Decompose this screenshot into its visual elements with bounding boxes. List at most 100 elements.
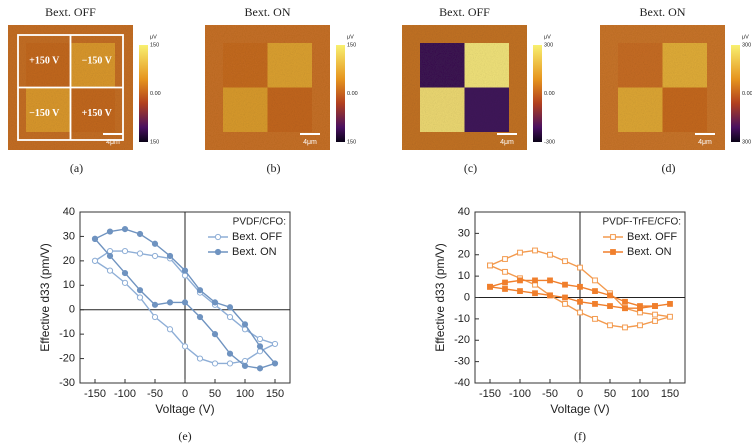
data-point (181, 299, 189, 306)
data-point (226, 360, 234, 367)
x-tick-label: -50 (542, 388, 558, 400)
data-point (577, 298, 583, 305)
y-tick-label: 40 (458, 206, 470, 218)
data-point (136, 250, 144, 257)
data-point (622, 298, 628, 305)
data-point (562, 294, 568, 301)
legend-title: PVDF-TrFE/CFO: (602, 217, 681, 228)
scale-bar-label: 4μm (500, 139, 514, 146)
legend-title: PVDF/CFO: (233, 217, 286, 228)
pfm-panel: Bext. OFF +150 V −150 V −150 V +150 V 4μm μV 15… (8, 5, 161, 175)
y-tick-label: -40 (454, 377, 470, 389)
data-point (196, 313, 204, 321)
domain (464, 87, 509, 132)
data-point (592, 315, 598, 322)
data-point (592, 288, 598, 294)
y-tick-label: 30 (63, 230, 75, 242)
data-point (577, 309, 583, 316)
panel-caption: (b) (267, 161, 281, 175)
y-axis-label: Effective d33 (pm/V) (38, 243, 52, 352)
colorbar-tick-label: 0.00 (544, 91, 555, 97)
pfm-panel: Bext. ON 4μm μV 300 0.00 300 (d) (600, 5, 752, 175)
colorbar-tick-label: 150 (347, 139, 356, 145)
data-point (196, 355, 204, 362)
data-point (106, 267, 114, 274)
data-point (166, 252, 174, 260)
x-tick-label: 150 (661, 388, 679, 400)
x-tick-label: 100 (236, 388, 254, 400)
x-tick-label: 150 (266, 388, 284, 400)
data-point (121, 247, 129, 255)
domain (420, 43, 465, 88)
y-tick-label: 0 (464, 291, 470, 303)
data-point (667, 313, 673, 320)
data-point (487, 262, 493, 269)
data-point (517, 288, 523, 294)
pfm-panel: Bext. ON 4μm μV 150 0.00 150 (b) (205, 5, 358, 175)
colorbar-tick-label: -300 (544, 139, 555, 145)
data-point (517, 249, 523, 256)
domain (618, 87, 663, 132)
chart-caption: (f) (574, 429, 586, 443)
data-point (226, 350, 234, 357)
panel-caption: (d) (662, 161, 676, 175)
colorbar-tick-label: 150 (150, 42, 159, 48)
data-point (271, 360, 279, 367)
y-tick-label: 40 (63, 206, 75, 218)
data-point (547, 292, 553, 299)
colorbar-tick-label: 0.00 (150, 91, 161, 97)
y-tick-label: 0 (69, 304, 75, 316)
panel-caption: (c) (464, 161, 477, 175)
data-point (241, 362, 249, 369)
x-tick-label: -150 (84, 388, 106, 400)
colorbar (533, 45, 542, 142)
y-tick-label: -30 (59, 377, 75, 389)
data-point (121, 279, 129, 286)
y-tick-label: -20 (59, 352, 75, 364)
x-tick-label: 0 (577, 388, 583, 400)
legend-label: Bext. ON (232, 246, 277, 258)
data-point (532, 290, 538, 297)
colorbar-tick-label: 300 (742, 139, 751, 145)
legend-marker (214, 233, 222, 241)
colorbar-unit: μV (150, 34, 157, 40)
data-point (547, 251, 553, 258)
legend-label: Bext. OFF (232, 231, 282, 243)
data-point (547, 277, 553, 284)
y-tick-label: 20 (458, 249, 470, 261)
data-point (607, 303, 613, 309)
colorbar (336, 45, 345, 142)
data-point (517, 277, 523, 284)
domain (70, 43, 115, 88)
colorbar-tick-label: 150 (150, 139, 159, 145)
data-point (151, 301, 159, 308)
panel-caption: (a) (70, 161, 83, 175)
data-point (607, 292, 613, 299)
legend-label: Bext. ON (627, 246, 672, 258)
x-tick-label: 0 (182, 388, 188, 400)
data-point (637, 305, 643, 312)
data-point (181, 267, 189, 274)
y-tick-label: -20 (454, 334, 470, 346)
data-point (652, 318, 658, 324)
data-point (136, 294, 144, 301)
y-tick-label: 30 (458, 227, 470, 239)
data-point (637, 322, 643, 329)
domain (662, 43, 707, 88)
panel-title: Bext. ON (245, 5, 291, 19)
domain (420, 87, 465, 132)
data-point (136, 230, 144, 238)
data-point (91, 235, 99, 242)
x-tick-label: -150 (479, 388, 501, 400)
colorbar-tick-label: 300 (544, 42, 553, 48)
data-point (592, 277, 598, 284)
voltage-label: −150 V (82, 56, 113, 67)
data-point (487, 283, 493, 290)
data-point (592, 301, 598, 307)
data-point (256, 343, 264, 350)
data-point (532, 247, 538, 254)
data-point (211, 331, 219, 338)
y-tick-label: 10 (63, 279, 75, 291)
chart-caption: (e) (178, 429, 191, 443)
